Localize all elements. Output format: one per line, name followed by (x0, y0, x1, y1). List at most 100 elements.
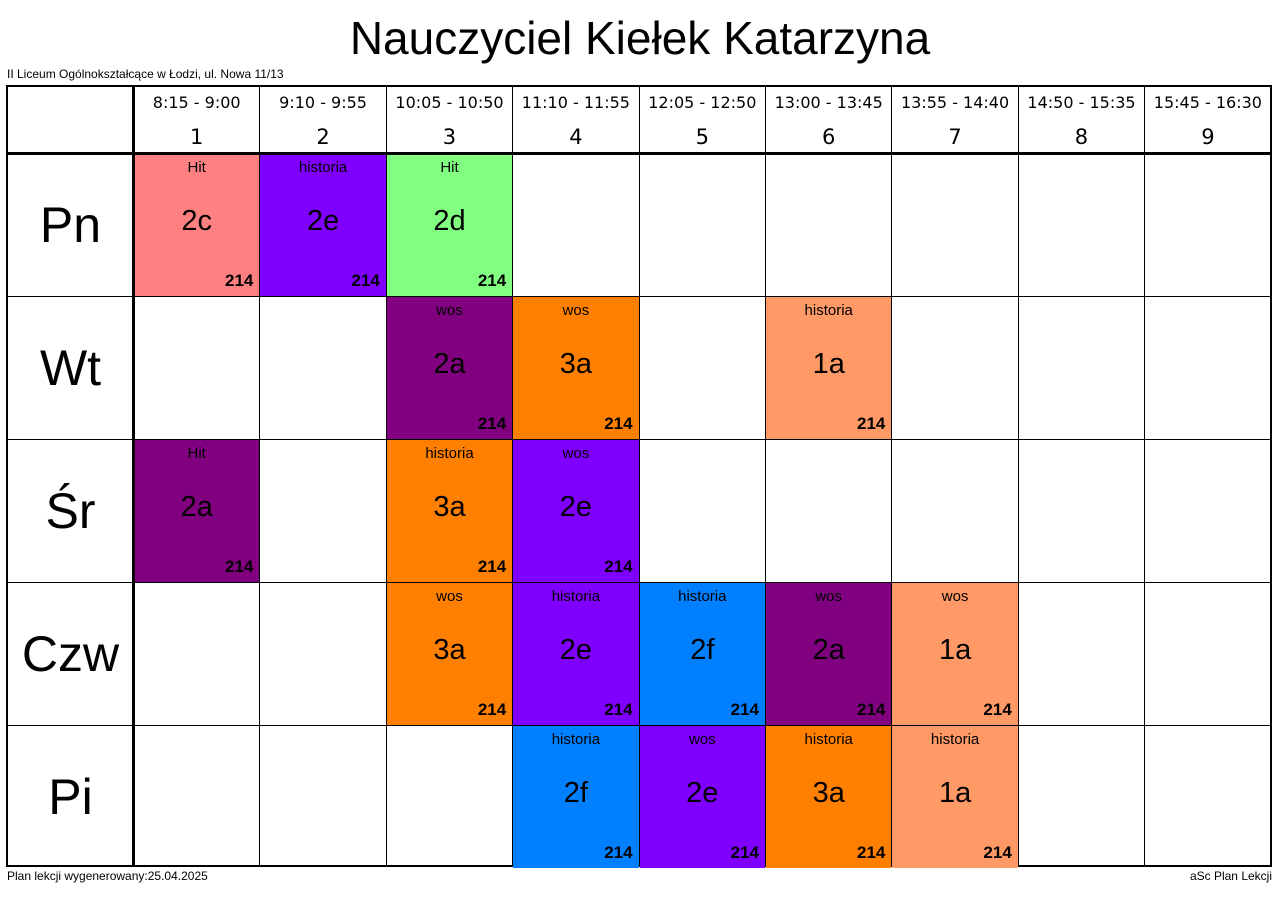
period-time: 11:10 - 11:55 (521, 93, 630, 112)
period-time: 13:55 - 14:40 (901, 93, 1010, 112)
lesson-cell[interactable]: Hit 2a 214 (134, 440, 260, 582)
period-number: 4 (569, 125, 583, 149)
lesson-cell[interactable]: historia 3a 214 (386, 440, 513, 582)
period-time: 14:50 - 15:35 (1027, 93, 1136, 112)
day-label: Czw (21, 626, 120, 682)
period-number: 5 (695, 125, 709, 149)
period-number: 7 (948, 125, 962, 149)
page-title: Nauczyciel Kiełek Katarzyna (349, 12, 931, 64)
lesson-subject: wos (815, 588, 843, 605)
column-divider (512, 87, 514, 865)
lesson-room: 214 (730, 700, 759, 719)
lesson-subject: historia (804, 302, 853, 319)
lesson-cell[interactable]: historia 3a 214 (766, 726, 892, 868)
lesson-class: 2c (181, 205, 213, 237)
lesson-cell[interactable]: historia 2e 214 (260, 154, 386, 296)
column-divider (385, 87, 387, 865)
period-number: 8 (1074, 125, 1089, 149)
period-time: 15:45 - 16:30 (1153, 93, 1262, 112)
lesson-cell[interactable]: wos 1a 214 (892, 583, 1018, 725)
row-divider (8, 725, 1270, 726)
day-label: Pn (39, 197, 102, 253)
lesson-cell[interactable]: historia 2f 214 (513, 726, 639, 868)
lesson-cell[interactable]: wos 2a 214 (386, 297, 513, 439)
period-header-8: 14:50 - 15:35 8 (1019, 87, 1144, 153)
lesson-cell[interactable]: wos 3a 214 (513, 297, 639, 439)
column-divider (259, 87, 261, 865)
lesson-subject: historia (930, 731, 980, 748)
app-name: aSc Plan Lekcji (1189, 869, 1272, 883)
lesson-class: 2e (306, 205, 340, 237)
lesson-cell[interactable]: wos 2a 214 (766, 583, 892, 725)
lesson-class: 3a (559, 348, 593, 380)
lesson-room: 214 (857, 414, 886, 433)
lesson-cell[interactable]: historia 2e 214 (513, 583, 639, 725)
period-time: 8:15 - 9:00 (152, 93, 241, 112)
lesson-class: 3a (433, 491, 466, 523)
timetable-grid: 8:15 - 9:00 1 9:10 - 9:55 2 10:05 - 10:50 3 11… (6, 85, 1272, 868)
lesson-class: 2e (559, 634, 593, 666)
period-time: 9:10 - 9:55 (279, 93, 367, 112)
lesson-room: 214 (477, 700, 507, 719)
lesson-cell[interactable]: historia 2f 214 (639, 583, 765, 725)
lesson-room: 214 (604, 700, 633, 719)
period-number: 2 (316, 125, 330, 149)
lesson-room: 214 (225, 557, 254, 576)
lesson-cell[interactable]: wos 2e 214 (513, 440, 639, 582)
period-time: 10:05 - 10:50 (395, 93, 504, 112)
lesson-subject: wos (562, 445, 590, 462)
period-header-9: 15:45 - 16:30 9 (1145, 87, 1270, 153)
lesson-room: 214 (604, 557, 633, 576)
lesson-cell[interactable]: Hit 2c 214 (134, 154, 260, 296)
lesson-subject: historia (551, 731, 601, 748)
lesson-room: 214 (225, 271, 254, 290)
lesson-class: 3a (812, 777, 845, 809)
lesson-class: 2f (690, 634, 715, 666)
lesson-class: 1a (938, 634, 972, 666)
lesson-room: 214 (351, 271, 380, 290)
lesson-room: 214 (477, 414, 507, 433)
period-header-4: 11:10 - 11:55 4 (513, 87, 638, 153)
lesson-subject: historia (298, 159, 348, 176)
period-number: 6 (822, 125, 836, 149)
lesson-cell[interactable]: historia 1a 214 (892, 726, 1018, 868)
lesson-room: 214 (983, 843, 1012, 862)
period-header-6: 13:00 - 13:45 6 (766, 87, 891, 153)
period-number: 3 (442, 125, 457, 149)
lesson-cell[interactable]: Hit 2d 214 (386, 154, 513, 296)
lesson-subject: historia (425, 445, 474, 462)
day-label: Wt (39, 340, 102, 396)
lesson-subject: historia (551, 588, 601, 605)
lesson-room: 214 (477, 557, 507, 576)
lesson-cell[interactable]: historia 1a 214 (766, 297, 892, 439)
day-label: Pi (48, 769, 93, 825)
lesson-subject: wos (436, 588, 463, 605)
lesson-cell[interactable]: wos 3a 214 (386, 583, 513, 725)
period-header-1: 8:15 - 9:00 1 (134, 87, 259, 153)
column-divider (1017, 87, 1019, 865)
lesson-class: 2f (563, 777, 588, 809)
lesson-class: 3a (433, 634, 466, 666)
lesson-subject: Hit (187, 159, 206, 176)
lesson-room: 214 (477, 271, 507, 290)
lesson-class: 2e (559, 491, 593, 523)
column-divider (1144, 87, 1146, 865)
period-number: 9 (1201, 125, 1215, 149)
period-header-5: 12:05 - 12:50 5 (640, 87, 765, 153)
header-divider (8, 152, 1270, 155)
lesson-class: 1a (938, 777, 972, 809)
period-number: 1 (190, 125, 204, 149)
lesson-class: 2e (686, 777, 719, 809)
period-header-2: 9:10 - 9:55 2 (260, 87, 385, 153)
lesson-room: 214 (730, 843, 759, 862)
period-time: 13:00 - 13:45 (774, 93, 883, 112)
lesson-subject: historia (804, 731, 853, 748)
lesson-room: 214 (983, 700, 1012, 719)
day-label: Śr (45, 483, 96, 539)
column-divider (765, 87, 766, 865)
lesson-class: 2a (180, 491, 213, 523)
lesson-subject: wos (436, 302, 463, 319)
lesson-cell[interactable]: wos 2e 214 (639, 726, 765, 868)
lesson-class: 1a (812, 348, 845, 380)
row-divider (8, 296, 1270, 297)
